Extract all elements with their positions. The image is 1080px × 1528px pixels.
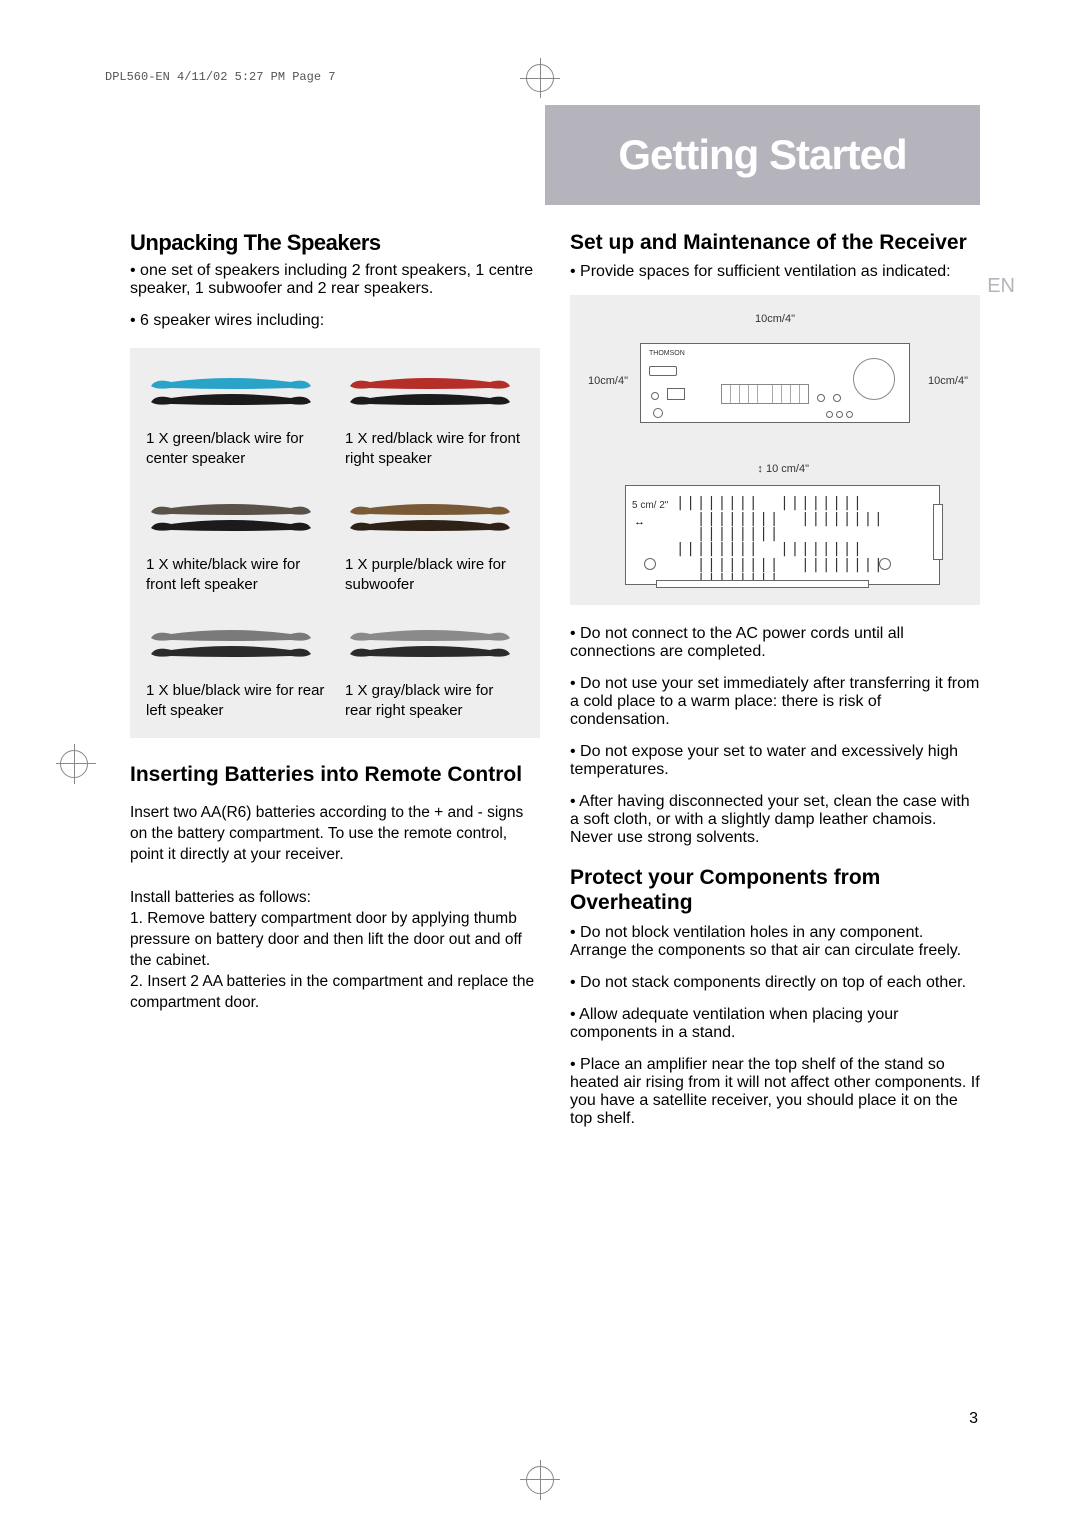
wire-illustration — [345, 620, 515, 668]
body-text: • Do not stack components directly on to… — [570, 974, 980, 992]
wire-caption: 1 X white/black wire for front left spea… — [146, 555, 325, 594]
diagram-label: 5 cm/ 2" — [632, 500, 668, 511]
body-text: • Do not use your set immediately after … — [570, 675, 980, 729]
content-columns: Unpacking The Speakers • one set of spea… — [130, 230, 980, 1142]
wire-row: 1 X white/black wire for front left spea… — [146, 494, 524, 594]
wire-caption: 1 X purple/black wire for subwoofer — [345, 555, 524, 594]
wire-caption: 1 X green/black wire for center speaker — [146, 429, 325, 468]
body-text: • Allow adequate ventilation when placin… — [570, 1006, 980, 1042]
wire-item: 1 X red/black wire for front right speak… — [345, 368, 524, 468]
wire-item: 1 X green/black wire for center speaker — [146, 368, 325, 468]
wire-caption: 1 X gray/black wire for rear right speak… — [345, 681, 524, 720]
section-banner: Getting Started — [545, 105, 980, 205]
diagram-label: 10cm/4" — [755, 313, 795, 325]
body-text: • Do not block ventilation holes in any … — [570, 924, 980, 960]
crop-mark — [526, 1466, 554, 1494]
wire-caption: 1 X red/black wire for front right speak… — [345, 429, 524, 468]
body-text: 2. Insert 2 AA batteries in the compartm… — [130, 972, 540, 1014]
wire-item: 1 X gray/black wire for rear right speak… — [345, 620, 524, 720]
wire-caption: 1 X blue/black wire for rear left speake… — [146, 681, 325, 720]
body-text: • Place an amplifier near the top shelf … — [570, 1056, 980, 1128]
print-header: DPL560-EN 4/11/02 5:27 PM Page 7 — [105, 70, 335, 84]
body-text: • Do not connect to the AC power cords u… — [570, 625, 980, 661]
diagram-label: ↕ 10 cm/4" — [757, 463, 809, 475]
heading-batteries: Inserting Batteries into Remote Control — [130, 762, 540, 787]
page: DPL560-EN 4/11/02 5:27 PM Page 7 Getting… — [0, 0, 1080, 1528]
body-text: • 6 speaker wires including: — [130, 312, 540, 330]
diagram-label: 10cm/4" — [928, 375, 968, 387]
heading-protect: Protect your Components from Overheating — [570, 865, 980, 915]
crop-mark — [526, 64, 554, 92]
wire-illustration — [146, 368, 316, 416]
body-text: Insert two AA(R6) batteries according to… — [130, 803, 540, 866]
wire-illustration — [345, 494, 515, 542]
crop-mark — [60, 750, 88, 778]
wire-item: 1 X white/black wire for front left spea… — [146, 494, 325, 594]
body-text: Install batteries as follows: — [130, 888, 540, 909]
page-number: 3 — [969, 1410, 978, 1428]
body-text: 1. Remove battery compartment door by ap… — [130, 909, 540, 972]
wire-panel: 1 X green/black wire for center speaker … — [130, 348, 540, 738]
ventilation-diagram: 10cm/4" 10cm/4" 10cm/4" THOMSON — [570, 295, 980, 605]
right-column: Set up and Maintenance of the Receiver •… — [570, 230, 980, 1142]
left-column: Unpacking The Speakers • one set of spea… — [130, 230, 540, 1142]
body-text: • Provide spaces for sufficient ventilat… — [570, 263, 980, 281]
heading-unpacking: Unpacking The Speakers — [130, 230, 540, 256]
diagram-label: 10cm/4" — [588, 375, 628, 387]
wire-illustration — [146, 620, 316, 668]
wire-row: 1 X blue/black wire for rear left speake… — [146, 620, 524, 720]
wire-illustration — [345, 368, 515, 416]
heading-setup: Set up and Maintenance of the Receiver — [570, 230, 980, 255]
wire-item: 1 X blue/black wire for rear left speake… — [146, 620, 325, 720]
body-text: • one set of speakers including 2 front … — [130, 262, 540, 298]
body-text: • After having disconnected your set, cl… — [570, 793, 980, 847]
wire-row: 1 X green/black wire for center speaker … — [146, 368, 524, 468]
wire-item: 1 X purple/black wire for subwoofer — [345, 494, 524, 594]
language-badge: EN — [987, 275, 1015, 298]
wire-illustration — [146, 494, 316, 542]
body-text: • Do not expose your set to water and ex… — [570, 743, 980, 779]
banner-title: Getting Started — [618, 131, 906, 179]
